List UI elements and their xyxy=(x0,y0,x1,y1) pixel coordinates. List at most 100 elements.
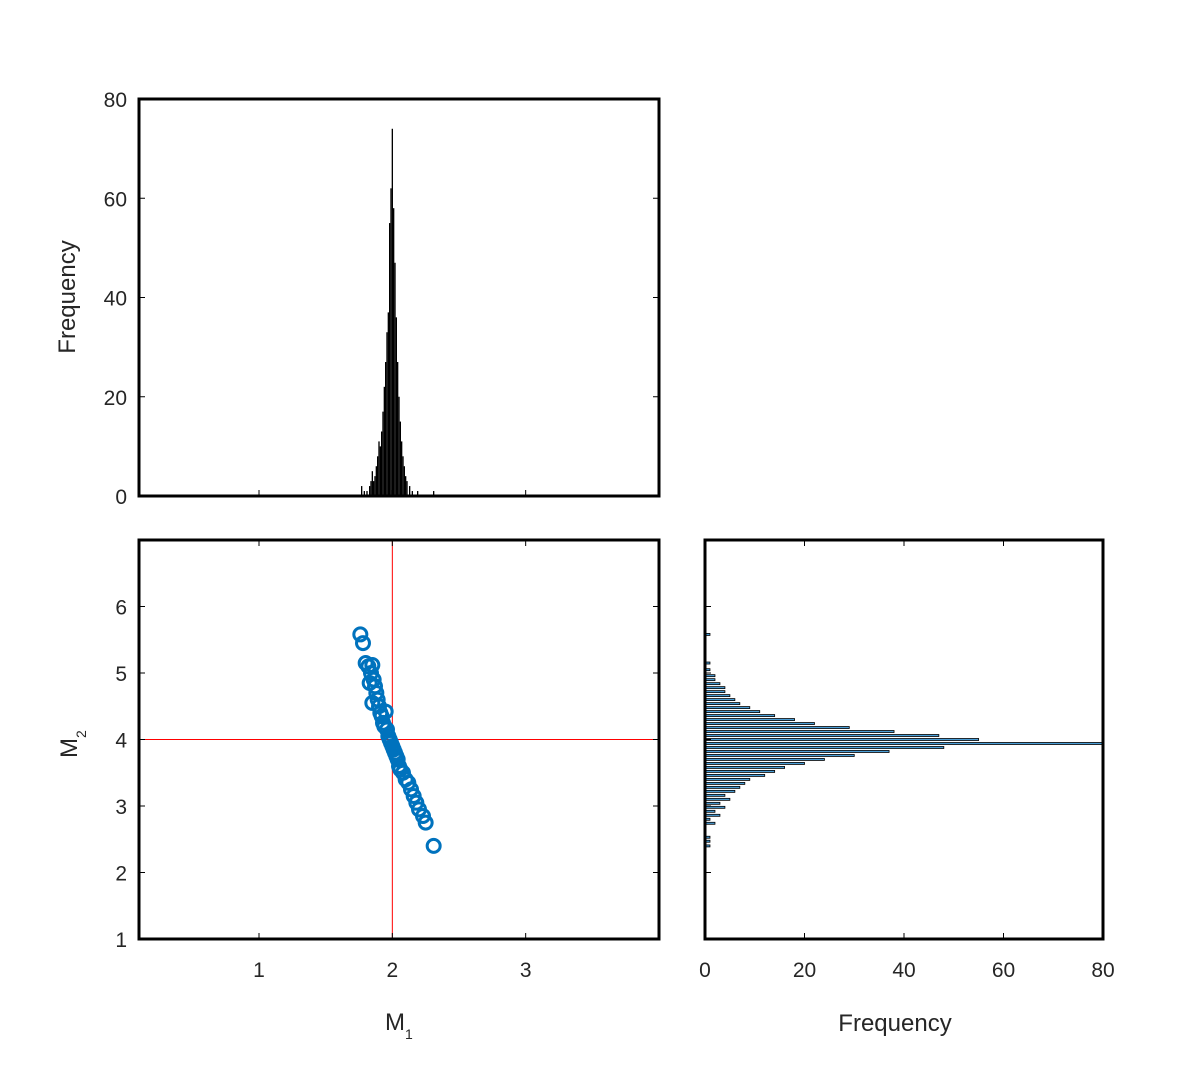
histogram-m1-y-tick-label: 40 xyxy=(104,288,127,311)
histogram-m2-bar xyxy=(704,734,940,737)
histogram-m2-bar xyxy=(704,805,726,809)
histogram-m1-panel: 0 20 40 60 80 Frequency xyxy=(54,89,661,509)
histogram-m1-bar xyxy=(398,396,400,496)
histogram-m2-bar xyxy=(704,726,850,729)
histogram-m2-bar xyxy=(704,754,855,757)
histogram-m1-bar xyxy=(382,411,384,496)
scatter-x-tick-label: 3 xyxy=(520,959,532,982)
histogram-m2-bar xyxy=(704,774,766,777)
histogram-m2-x-tick-label: 60 xyxy=(992,959,1015,982)
reference-lines xyxy=(139,540,659,939)
histogram-m2-bar xyxy=(704,706,751,709)
histogram-m2-frame xyxy=(703,538,1105,941)
histogram-m1-bar xyxy=(379,446,381,496)
histogram-m1-bar xyxy=(370,481,372,496)
histogram-m1-bar xyxy=(391,128,393,496)
histogram-m2-bar xyxy=(704,702,741,705)
histogram-m1-frame xyxy=(137,97,661,498)
histogram-m2-bar xyxy=(704,718,795,721)
histogram-m2-bar xyxy=(704,742,1104,745)
histogram-m1-bar xyxy=(369,486,371,496)
histogram-m2-bar xyxy=(704,682,721,686)
histogram-m1-bar xyxy=(387,312,389,496)
histogram-m1-bar xyxy=(377,456,379,496)
histogram-m1-bar xyxy=(381,431,383,496)
histogram-m1-bar xyxy=(417,491,419,496)
histogram-m1-y-axis-label: Frequency xyxy=(54,240,81,353)
histogram-m1-y-tick-label: 80 xyxy=(104,89,127,112)
histogram-m2-x-tick-label: 0 xyxy=(699,959,711,982)
histogram-m2-bar xyxy=(704,750,890,753)
histogram-m1-bar xyxy=(395,317,397,496)
histogram-m1-bar xyxy=(394,262,396,496)
histogram-m1-bar xyxy=(389,223,391,496)
scatter-x-axis-label: M1 xyxy=(385,1009,413,1042)
histogram-m1-bar xyxy=(433,491,435,496)
histogram-m1-bar xyxy=(383,386,385,496)
histogram-m1-bar xyxy=(374,476,376,496)
scatter-point xyxy=(425,837,442,854)
scatter-frame xyxy=(137,538,661,941)
scatter-y-tick-label: 2 xyxy=(115,863,127,886)
scatter-point xyxy=(352,626,369,643)
histogram-m2-bar xyxy=(704,770,776,773)
histogram-m1-bar xyxy=(378,441,380,496)
histogram-m2-x-tick-label: 20 xyxy=(793,959,816,982)
histogram-m2-x-tick-label: 40 xyxy=(892,959,915,982)
scatter-panel: 1 2 3 1 2 3 4 5 6 M1 M2 xyxy=(56,538,661,1042)
histogram-m2-bars xyxy=(704,633,1104,848)
histogram-m1-bar xyxy=(363,491,365,496)
histogram-m1-bar xyxy=(385,362,387,496)
scatter-points xyxy=(352,626,442,854)
histogram-m2-bar xyxy=(704,785,741,789)
histogram-m1-bar xyxy=(397,362,399,496)
histogram-m2-bar xyxy=(704,730,895,733)
histogram-m2-bar xyxy=(704,698,736,701)
histogram-m1-bar xyxy=(403,466,405,496)
histogram-m2-bar xyxy=(704,778,751,781)
histogram-m2-panel: 0 20 40 60 80 Frequency xyxy=(699,538,1115,1037)
scatter-y-tick-label: 3 xyxy=(115,796,127,819)
scatter-y-tick-label: 6 xyxy=(115,597,127,620)
scatter-point xyxy=(389,751,406,768)
histogram-m1-bar xyxy=(366,491,368,496)
histogram-m1-bar xyxy=(409,486,411,496)
histogram-m2-bar xyxy=(704,781,746,785)
histogram-m2-x-tick-label: 80 xyxy=(1091,959,1114,982)
histogram-m2-bar xyxy=(704,797,731,801)
scatter-y-tick-label: 5 xyxy=(115,663,127,686)
histogram-m2-bar xyxy=(704,722,815,725)
scatter-ticks: 1 2 3 1 2 3 4 5 6 xyxy=(115,540,659,982)
histogram-m2-bar xyxy=(704,813,721,817)
histogram-m1-bar xyxy=(411,491,413,496)
histogram-m2-bar xyxy=(704,793,726,797)
histogram-m1-bar xyxy=(402,456,404,496)
histogram-m2-bar xyxy=(704,746,945,749)
histogram-m2-bar xyxy=(704,762,805,765)
histogram-m2-bar xyxy=(704,714,776,717)
histogram-m2-bar xyxy=(704,738,980,741)
histogram-m1-bar xyxy=(399,421,401,496)
scatter-y-tick-label: 4 xyxy=(115,730,127,753)
scatter-y-tick-label: 1 xyxy=(115,929,127,952)
histogram-m1-y-tick-label: 20 xyxy=(104,387,127,410)
histogram-m1-bars xyxy=(361,128,435,497)
histogram-m1-bar xyxy=(393,208,395,497)
histogram-m2-bar xyxy=(704,801,721,805)
histogram-m1-bar xyxy=(401,441,403,496)
histogram-m2-ticks: 0 20 40 60 80 xyxy=(699,540,1115,982)
histogram-m2-bar xyxy=(704,758,825,761)
histogram-m1-bar xyxy=(405,476,407,496)
histogram-m1-bar xyxy=(371,471,373,496)
histogram-m1-bar xyxy=(375,466,377,496)
histogram-m1-bar xyxy=(386,332,388,496)
histogram-m2-bar xyxy=(704,710,761,713)
histogram-m1-bar xyxy=(361,486,363,496)
histogram-m1-bar xyxy=(373,481,375,496)
histogram-m1-bar xyxy=(406,481,408,496)
histogram-m2-bar xyxy=(704,686,726,690)
histogram-m2-bar xyxy=(704,694,731,698)
histogram-m2-bar xyxy=(704,789,736,793)
histogram-m2-bar xyxy=(704,766,785,769)
